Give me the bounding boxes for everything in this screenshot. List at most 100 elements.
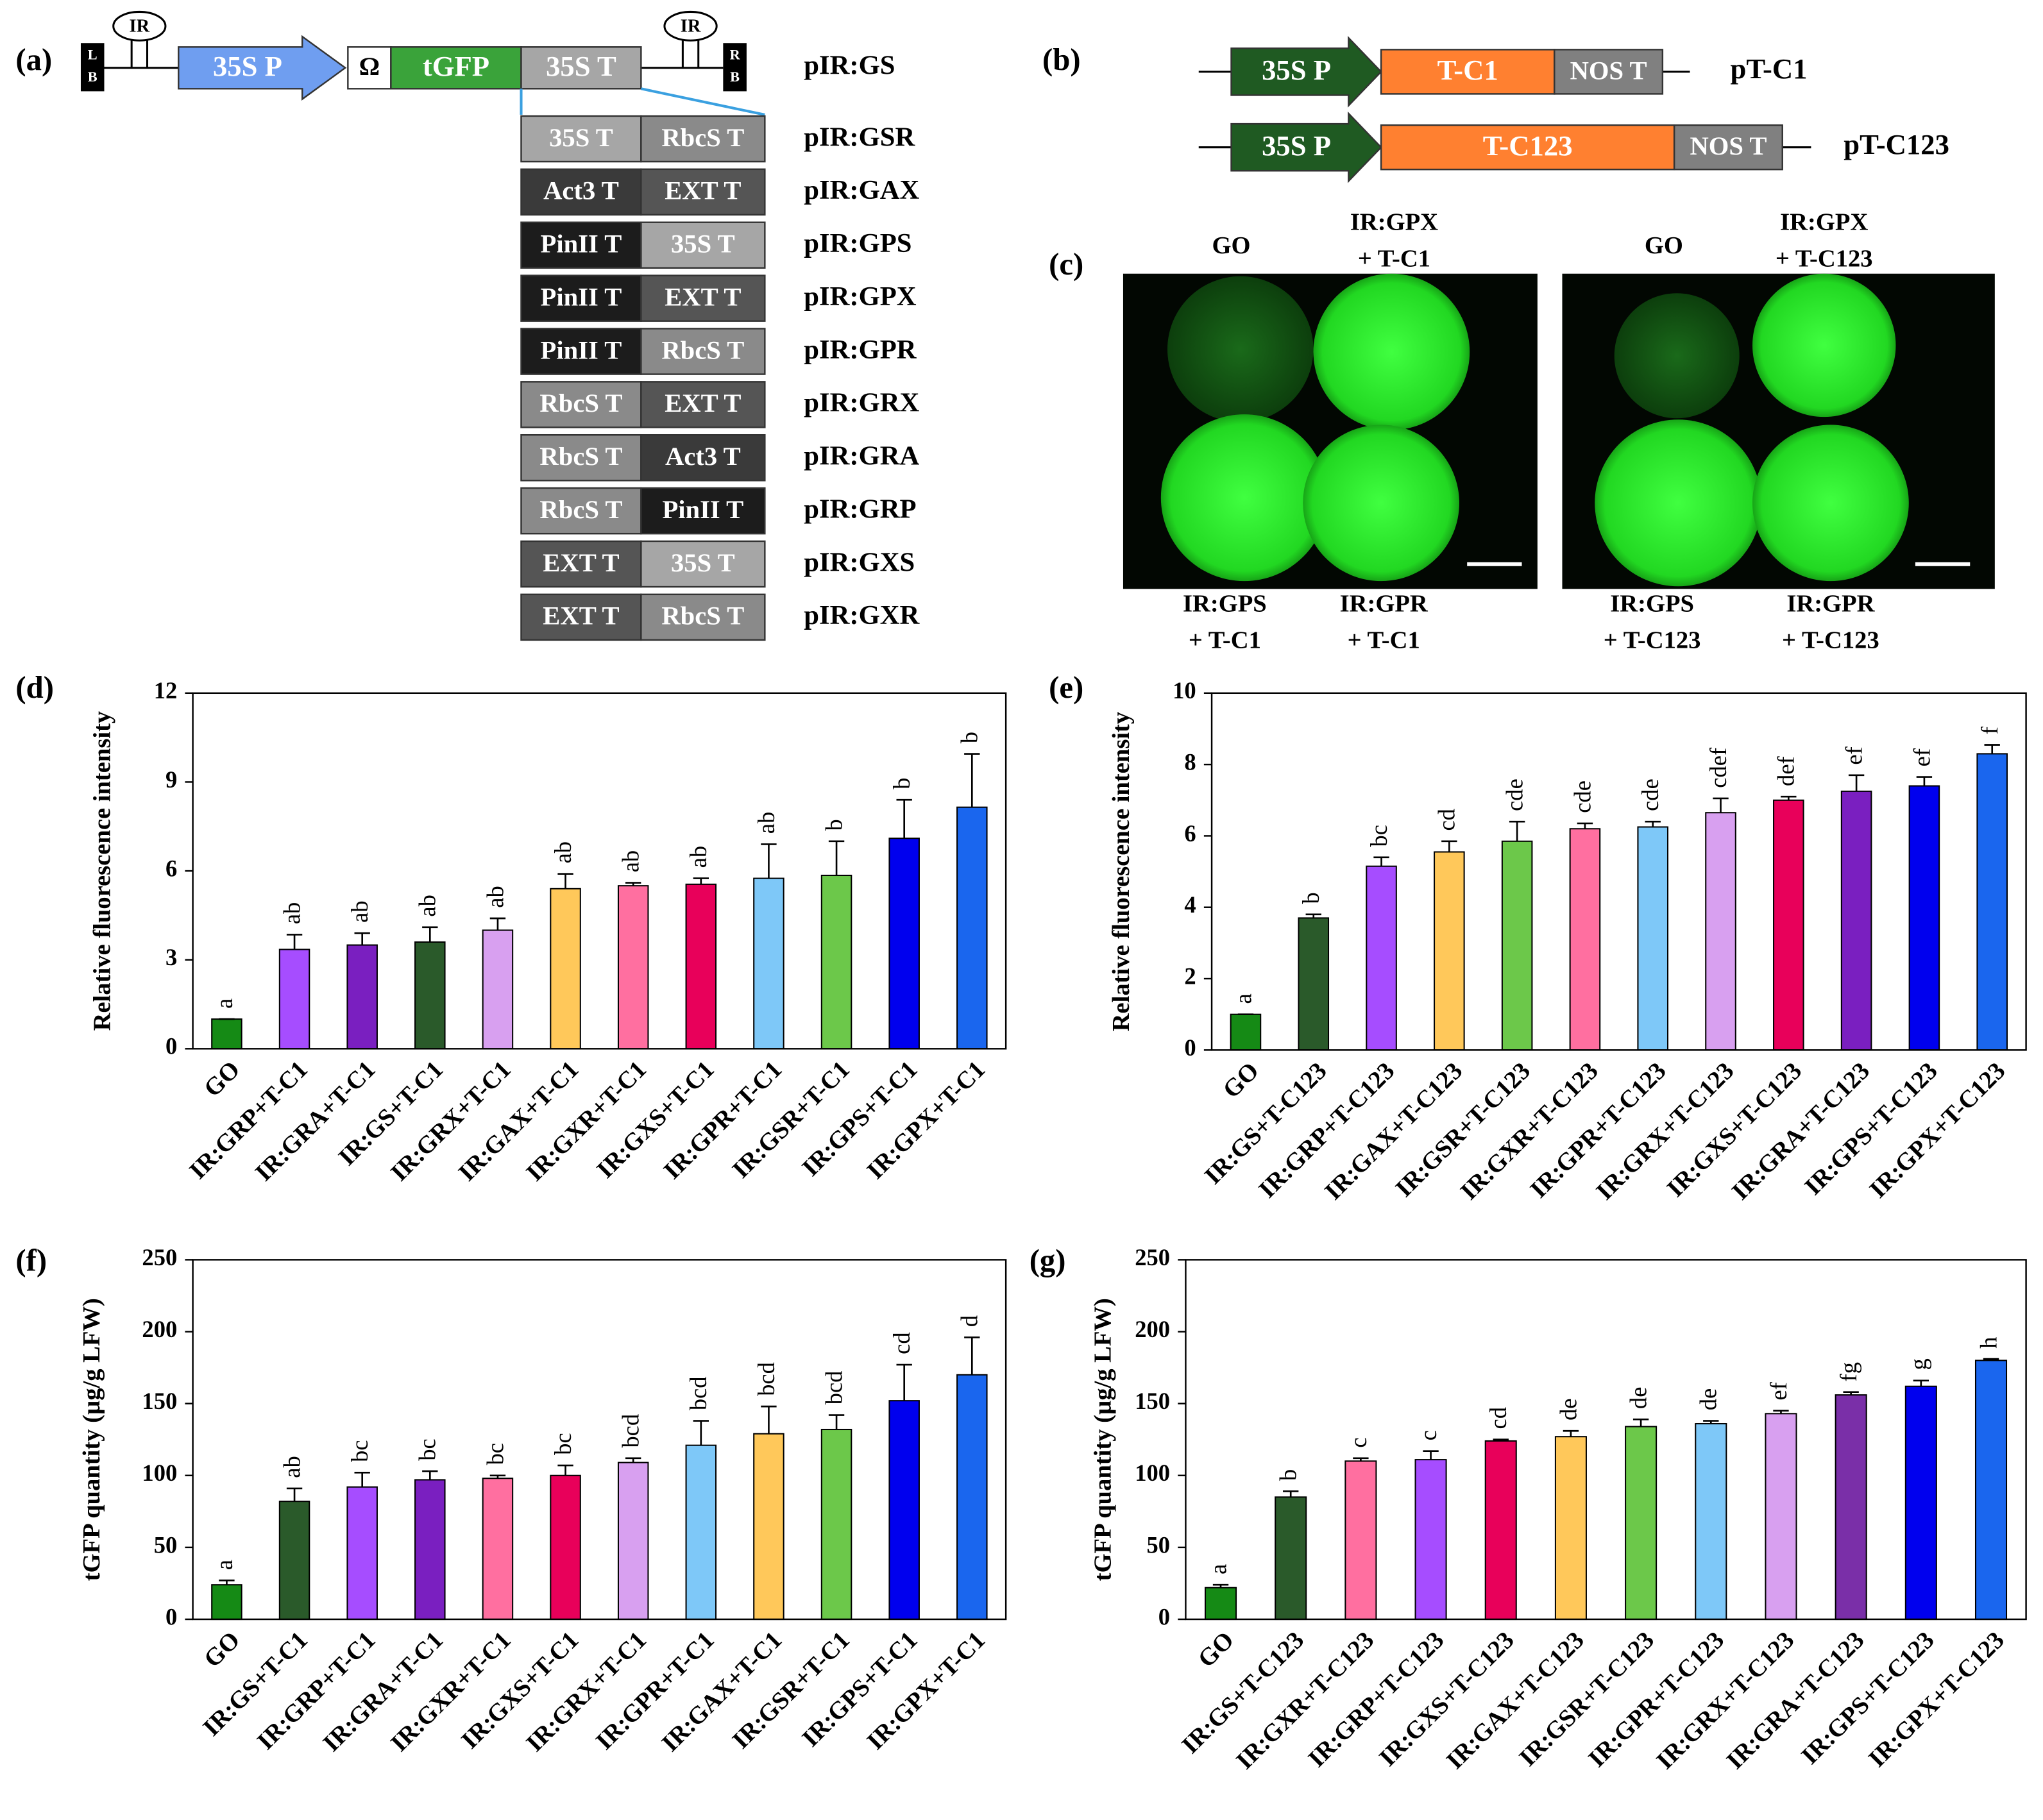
- x-tick-label: IR:GPX+T-C1: [862, 1626, 990, 1755]
- terminator-part: [520, 328, 642, 375]
- terminator-label: 35S T: [546, 50, 616, 82]
- y-tick-label: 0: [1184, 1034, 1196, 1061]
- x-tick-label: IR:GS+T-C123: [1200, 1057, 1332, 1190]
- bar: [1366, 865, 1397, 1051]
- terminator-part: [640, 381, 766, 428]
- error-bar: [557, 873, 573, 889]
- bar: [482, 929, 514, 1050]
- terminator-part-label: RbcS T: [539, 389, 622, 417]
- error-bar: [1353, 1457, 1369, 1462]
- border: [723, 43, 747, 92]
- promoter-label: 35S P: [1262, 130, 1331, 162]
- significance-letter: ab: [414, 895, 441, 917]
- y-tick-label: 4: [1184, 891, 1196, 918]
- error-bar: [964, 1336, 980, 1375]
- y-tick-label: 0: [1158, 1603, 1170, 1630]
- panel-label: (e): [1049, 670, 1083, 705]
- error-bar: [1773, 1410, 1789, 1414]
- image-label: + T-C123: [1776, 245, 1873, 272]
- construct-name: pIR:GAX: [804, 175, 919, 205]
- terminator-part-label: PinII T: [662, 495, 743, 524]
- y-tick-label: 3: [165, 944, 177, 970]
- bar: [1275, 1496, 1307, 1621]
- bar: [617, 885, 649, 1050]
- error-bar: [828, 1414, 845, 1430]
- significance-letter: c: [1415, 1430, 1441, 1440]
- terminator-part: [640, 434, 766, 482]
- terminator-part: [640, 274, 766, 322]
- terminator-part: [640, 168, 766, 216]
- terminator: [520, 46, 642, 90]
- image-label: IR:GPS: [1610, 591, 1694, 618]
- terminator-part-label: RbcS T: [539, 442, 622, 471]
- terminator-part: [520, 168, 642, 216]
- error-bar: [1645, 820, 1661, 827]
- y-tick-label: 100: [142, 1460, 177, 1486]
- gene-label: tGFP: [423, 50, 489, 82]
- bar: [211, 1018, 242, 1050]
- plot-frame: [192, 1259, 1007, 1621]
- terminator: [1673, 124, 1783, 171]
- promoter-arrow: [1230, 111, 1382, 183]
- leaf: [1313, 273, 1470, 430]
- y-tick-label: 9: [165, 766, 177, 793]
- significance-letter: ab: [482, 886, 508, 908]
- error-bar: [354, 932, 370, 945]
- terminator-part: [520, 115, 642, 163]
- y-tick-label: 0: [165, 1603, 177, 1630]
- significance-letter: b: [956, 732, 983, 743]
- construct-name: pIR:GRA: [804, 441, 919, 471]
- construct-name: pIR:GPS: [804, 228, 911, 258]
- ir-label: IR: [681, 16, 701, 36]
- plot-frame: [1185, 1259, 2027, 1621]
- y-tick-label: 150: [1135, 1388, 1170, 1414]
- terminator-part-label: EXT T: [543, 548, 619, 577]
- bar: [1344, 1460, 1377, 1621]
- ir-label: IR: [130, 16, 150, 36]
- x-tick-label: GO: [1218, 1057, 1264, 1104]
- x-tick-label: IR:GAX+T-C1: [657, 1626, 787, 1757]
- x-tick-label: GO: [1193, 1626, 1239, 1673]
- terminator-part: [520, 381, 642, 428]
- y-tick-label: 10: [1173, 677, 1196, 704]
- error-bar: [896, 798, 912, 839]
- gene-label: T-C123: [1483, 130, 1573, 162]
- error-bar: [1713, 797, 1729, 813]
- x-tick-label: IR:GXS+T-C1: [592, 1056, 720, 1184]
- x-tick-label: GO: [199, 1626, 245, 1673]
- significance-letter: ab: [550, 841, 576, 864]
- significance-letter: bc: [482, 1443, 508, 1465]
- y-tick-label: 50: [1147, 1531, 1171, 1558]
- bar: [753, 877, 784, 1050]
- border-letter: B: [88, 69, 97, 85]
- error-bar: [896, 1363, 912, 1401]
- leaf: [1303, 425, 1459, 582]
- construct-name: pIR:GPX: [804, 282, 917, 312]
- error-bar: [1493, 1438, 1509, 1441]
- gene-label: T-C1: [1437, 54, 1498, 86]
- y-tick-label: 0: [165, 1033, 177, 1059]
- significance-letter: bcd: [753, 1362, 779, 1396]
- bar: [1625, 1426, 1657, 1621]
- y-tick-label: 2: [1184, 963, 1196, 989]
- bar: [1908, 785, 1940, 1051]
- panel-label: (c): [1049, 247, 1083, 282]
- promoter-arrow: [178, 35, 347, 101]
- terminator-part-label: RbcS T: [661, 335, 744, 364]
- error-bar: [964, 753, 980, 807]
- terminator-part-label: 35S T: [671, 230, 735, 258]
- bar: [1773, 799, 1804, 1051]
- terminator-part: [640, 593, 766, 641]
- error-bar: [761, 843, 777, 879]
- border-letter: R: [730, 47, 741, 63]
- significance-letter: bc: [346, 1440, 373, 1463]
- x-tick-label: IR:GRX+T-C1: [386, 1056, 516, 1186]
- x-tick-label: IR:GPX+T-C1: [862, 1056, 990, 1184]
- leaf: [1614, 293, 1740, 419]
- significance-letter: de: [1555, 1398, 1581, 1420]
- y-tick-label: 6: [1184, 820, 1196, 847]
- terminator-part-label: PinII T: [541, 335, 622, 364]
- y-tick-label: 250: [142, 1244, 177, 1270]
- terminator-part-label: EXT T: [665, 282, 741, 311]
